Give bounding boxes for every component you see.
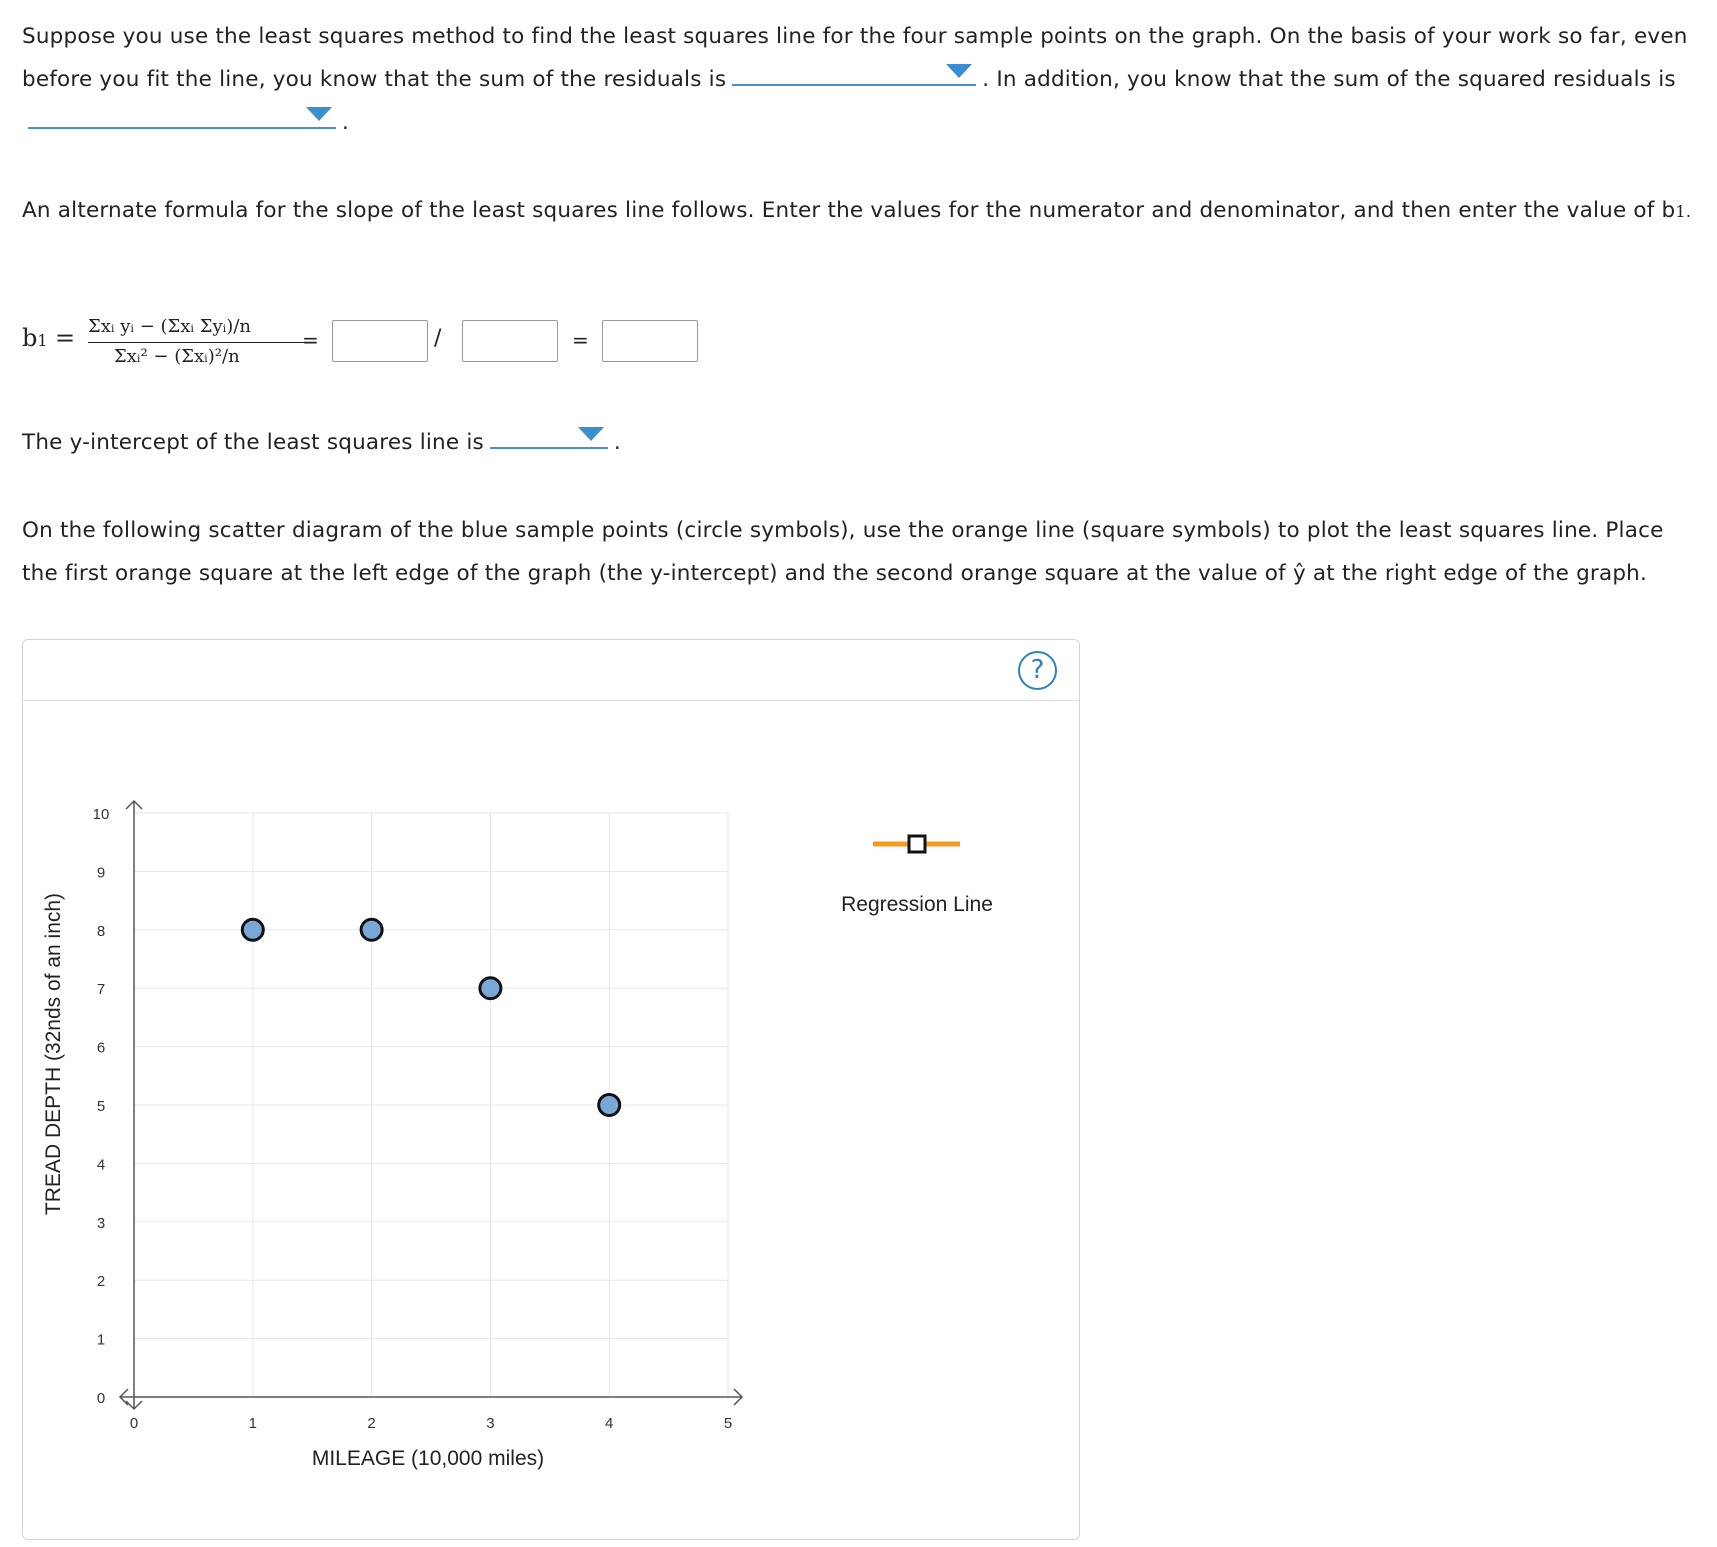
formula-lhs: b1 — [22, 324, 48, 352]
x-tick-label: 0 — [130, 1415, 138, 1432]
legend-label: Regression Line — [841, 893, 993, 916]
denominator-input[interactable] — [462, 320, 558, 362]
y-axis-arrow-up — [125, 799, 143, 810]
question-text-1a: Suppose you use the least squares method… — [22, 24, 1688, 92]
question-text-2-sub: 1 — [1675, 202, 1686, 221]
question-paragraph-residuals: Suppose you use the least squares method… — [22, 15, 1702, 144]
help-icon[interactable]: ? — [1018, 651, 1057, 690]
question-paragraph-plot-instructions: On the following scatter diagram of the … — [22, 509, 1702, 595]
sum-residuals-dropdown[interactable] — [732, 60, 977, 86]
y-tick-label: 7 — [97, 981, 105, 998]
y-tick-label: 9 — [97, 864, 105, 881]
sum-squared-residuals-dropdown[interactable] — [28, 103, 336, 129]
chart-points — [240, 917, 622, 1117]
y-axis-label: TREAD DEPTH (32nds of an inch) — [42, 893, 65, 1215]
chevron-down-icon — [946, 64, 973, 78]
x-tick-label: 1 — [249, 1415, 257, 1432]
question-text-2-end: . — [1685, 202, 1692, 221]
sample-point — [597, 1093, 622, 1117]
sample-point — [359, 917, 384, 942]
x-tick-label: 3 — [486, 1415, 494, 1432]
y-tick-label: 0 — [97, 1390, 105, 1407]
x-axis-arrow-left — [118, 1388, 129, 1406]
chart-grid — [134, 812, 729, 1397]
legend-square-marker — [907, 834, 927, 854]
y-intercept-dropdown[interactable] — [489, 423, 608, 449]
formula-fraction-bar — [88, 342, 314, 343]
question-text-1b: . In addition, you know that the sum of … — [982, 67, 1676, 92]
question-text-4: On the following scatter diagram of the … — [22, 518, 1664, 586]
numerator-input[interactable] — [332, 320, 428, 362]
x-axis-arrow-right — [733, 1388, 744, 1406]
y-tick-label: 2 — [97, 1273, 105, 1290]
chevron-down-icon — [306, 107, 332, 121]
formula-numerator: Σxᵢ yᵢ − (Σxᵢ Σyᵢ)/n — [88, 316, 251, 337]
y-tick-label: 1 — [97, 1332, 105, 1349]
y-tick-label: 10 — [93, 806, 110, 823]
slope-formula: b1 = Σxᵢ yᵢ − (Σxᵢ Σyᵢ)/n Σxᵢ² − (Σxᵢ)²/… — [22, 310, 722, 380]
formula-equals: = — [55, 324, 76, 352]
question-text-3b: . — [613, 430, 621, 455]
y-tick-label: 4 — [97, 1156, 105, 1173]
y-axis-arrow-down — [125, 1400, 143, 1411]
question-paragraph-slope: An alternate formula for the slope of th… — [22, 189, 1702, 233]
formula-lhs-letter: b — [22, 324, 38, 352]
question-text-1c: . — [342, 110, 350, 135]
x-tick-label: 5 — [724, 1415, 732, 1432]
question-text-2: An alternate formula for the slope of th… — [22, 198, 1676, 223]
x-tick-label: 4 — [605, 1415, 613, 1432]
question-paragraph-intercept: The y-intercept of the least squares lin… — [22, 421, 1702, 464]
question-text-3a: The y-intercept of the least squares lin… — [22, 430, 484, 455]
formula-equals-2: = — [302, 328, 319, 352]
chart-ticks: 0 1 2 3 4 5 0 1 2 3 4 5 6 7 8 9 10 — [93, 806, 733, 1432]
panel-divider — [23, 700, 1079, 701]
x-axis-label: MILEAGE (10,000 miles) — [312, 1447, 544, 1470]
y-tick-label: 3 — [97, 1215, 105, 1232]
chevron-down-icon — [577, 427, 604, 441]
x-tick-label: 2 — [367, 1415, 375, 1432]
formula-equals-3: = — [572, 328, 589, 352]
formula-lhs-sub: 1 — [37, 331, 48, 350]
b1-input[interactable] — [602, 320, 698, 362]
y-tick-label: 5 — [97, 1098, 105, 1115]
scatter-chart[interactable]: 0 1 2 3 4 5 0 1 2 3 4 5 6 7 8 9 10 MILEAGE (10,000 miles… — [23, 640, 1079, 1539]
y-tick-label: 8 — [97, 923, 105, 940]
formula-slash: / — [434, 326, 442, 351]
formula-denominator: Σxᵢ² − (Σxᵢ)²/n — [114, 346, 240, 367]
graph-panel: ? 0 1 2 3 4 5 0 1 2 3 4 5 6 7 8 9 10 MILEAGE (10,000 mil… — [22, 639, 1080, 1540]
chart-axes — [118, 799, 744, 1411]
regression-line-legend[interactable]: Regression Line — [841, 834, 993, 916]
sample-point — [240, 917, 265, 942]
sample-point — [478, 976, 503, 1001]
y-tick-label: 6 — [97, 1040, 105, 1057]
